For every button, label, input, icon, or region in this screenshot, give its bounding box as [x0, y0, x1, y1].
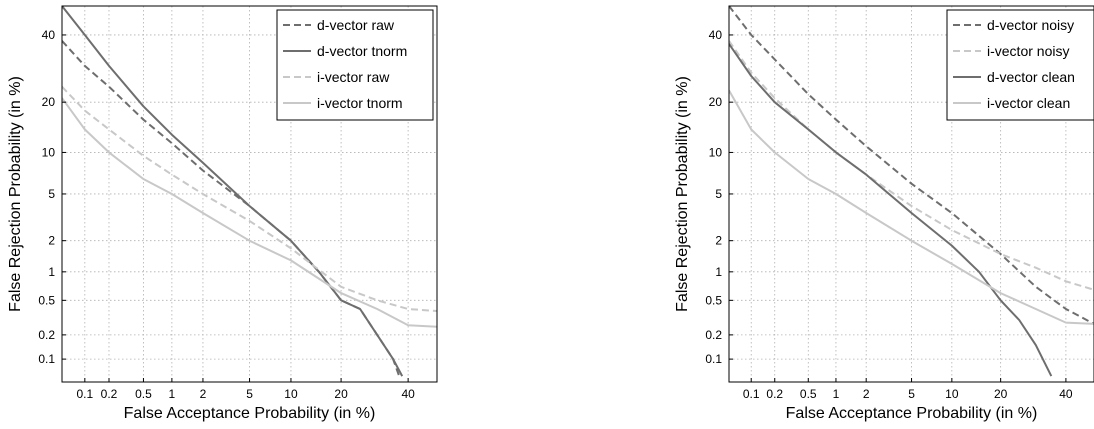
x-tick-label: 0.2 — [101, 387, 118, 401]
x-axis-label: False Acceptance Probability (in %) — [124, 405, 376, 422]
legend-label: i-vector tnorm — [317, 95, 403, 111]
x-tick-label: 0.2 — [766, 387, 783, 401]
legend-box — [276, 9, 434, 121]
legend-label: d-vector raw — [317, 17, 395, 33]
series-line-i-vector-raw — [62, 86, 437, 312]
x-tick-label: 1 — [169, 387, 176, 401]
legend-label: i-vector clean — [987, 95, 1070, 111]
y-tick-label: 5 — [715, 187, 722, 201]
legend: d-vector raw d-vector tnorm i-vector raw i-… — [276, 9, 434, 121]
chart-panel-2: 0.1 0.2 0.5 1 2 5 10 20 40 0.1 0.2 0.5 1 2 5 10 20 40 Fals… — [674, 5, 1094, 422]
x-tick-label: 1 — [833, 387, 840, 401]
y-tick-label: 5 — [48, 187, 55, 201]
y-axis-label: False Rejection Probability (in %) — [7, 76, 24, 312]
legend-label: d-vector noisy — [987, 17, 1074, 33]
x-tick-label: 0.5 — [135, 387, 152, 401]
x-tick-label: 20 — [994, 387, 1008, 401]
series-line-d-vector-tnorm — [62, 6, 404, 377]
chart-panel-1: 0.1 0.2 0.5 1 2 5 10 20 40 0.1 0.2 0.5 1 2 5 10 20 40 Fals… — [7, 5, 438, 422]
y-tick-label: 0.2 — [38, 328, 55, 342]
x-tick-label: 40 — [401, 387, 415, 401]
y-tick-label: 40 — [42, 28, 56, 42]
y-tick-label: 2 — [48, 234, 55, 248]
legend-label: d-vector tnorm — [317, 43, 407, 59]
legend-box — [946, 9, 1094, 121]
series-line-d-vector-clean — [729, 43, 1053, 377]
x-axis-label: False Acceptance Probability (in %) — [786, 405, 1038, 422]
legend-label: d-vector clean — [987, 69, 1075, 85]
x-tick-label: 10 — [284, 387, 298, 401]
x-tick-label: 0.1 — [76, 387, 93, 401]
series-line-i-vector-clean — [729, 89, 1094, 325]
y-tick-label: 40 — [709, 28, 723, 42]
x-tick-label: 2 — [863, 387, 870, 401]
series-line-i-vector-tnorm — [62, 97, 437, 328]
y-tick-label: 1 — [715, 265, 722, 279]
y-axis-label: False Rejection Probability (in %) — [674, 76, 691, 312]
x-tick-label: 10 — [945, 387, 959, 401]
y-tick-label: 20 — [709, 95, 723, 109]
x-tick-label: 0.5 — [800, 387, 817, 401]
y-tick-label: 0.1 — [705, 352, 722, 366]
y-tick-label: 10 — [709, 145, 723, 159]
y-tick-label: 0.2 — [705, 328, 722, 342]
y-tick-label: 0.1 — [38, 352, 55, 366]
legend-label: i-vector raw — [317, 69, 390, 85]
x-tick-label: 20 — [334, 387, 348, 401]
y-tick-label: 10 — [42, 145, 56, 159]
series-line-i-vector-noisy — [729, 40, 1094, 291]
y-tick-label: 1 — [48, 265, 55, 279]
legend-label: i-vector noisy — [987, 43, 1069, 59]
series-line-d-vector-noisy — [729, 6, 1094, 325]
x-tick-label: 2 — [200, 387, 207, 401]
y-tick-label: 0.5 — [705, 293, 722, 307]
x-tick-label: 5 — [246, 387, 253, 401]
x-tick-label: 5 — [908, 387, 915, 401]
y-tick-label: 2 — [715, 234, 722, 248]
x-tick-label: 0.1 — [743, 387, 760, 401]
y-tick-label: 20 — [42, 95, 56, 109]
legend: d-vector noisy i-vector noisy d-vector cle… — [946, 9, 1094, 121]
y-tick-label: 0.5 — [38, 293, 55, 307]
x-tick-label: 40 — [1059, 387, 1073, 401]
